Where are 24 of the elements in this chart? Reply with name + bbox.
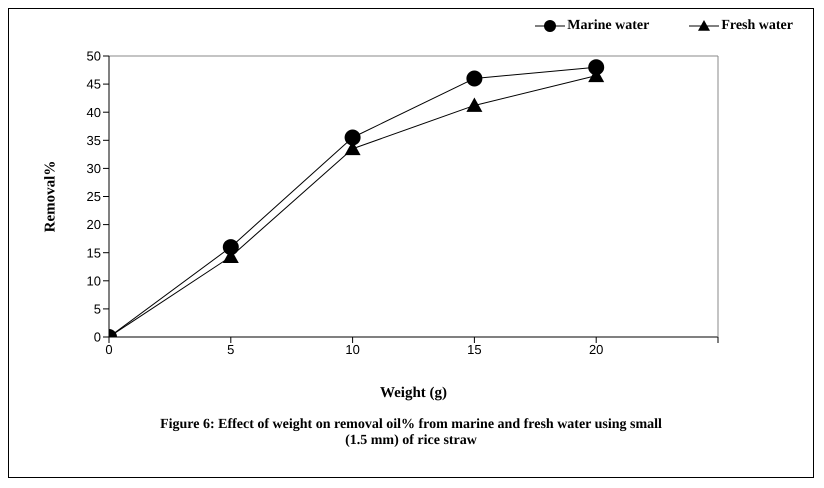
x-tick-label: 20 (588, 342, 604, 358)
y-tick-label: 5 (94, 302, 101, 317)
point (344, 129, 361, 146)
x-tick-label: 10 (345, 342, 360, 358)
legend-label: Fresh water (721, 18, 793, 34)
y-tick-label: 0 (94, 330, 101, 345)
y-axis-title: Removal% (42, 160, 58, 232)
point (466, 97, 482, 112)
y-tick-label: 15 (86, 245, 101, 260)
y-tick-label: 30 (86, 161, 101, 176)
x-tick-label: 5 (227, 342, 234, 358)
y-tick-label: 25 (86, 189, 101, 204)
x-tick-label: 15 (467, 342, 482, 358)
point (466, 70, 482, 86)
caption: Figure 6: Effect of weight on removal oil% from marine and fresh water using small (1.5 mm) of rice straw (159, 417, 663, 449)
y-tick-label: 40 (86, 104, 101, 120)
y-tick-label: 50 (86, 48, 101, 64)
x-axis-title: Weight (g) (380, 385, 448, 401)
legend-label: Marine water (567, 18, 650, 34)
y-tick-label: 10 (86, 273, 101, 288)
x-tick-label: 0 (105, 342, 113, 358)
y-tick-label: 35 (86, 132, 101, 148)
y-tick-label: 45 (86, 76, 101, 92)
y-tick-label: 20 (86, 217, 101, 232)
